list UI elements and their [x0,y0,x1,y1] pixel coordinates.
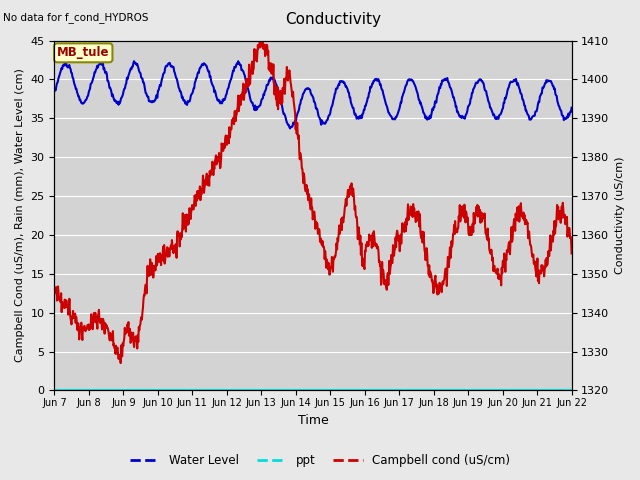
Text: No data for f_cond_HYDROS: No data for f_cond_HYDROS [3,12,148,23]
Legend: Water Level, ppt, Campbell cond (uS/cm): Water Level, ppt, Campbell cond (uS/cm) [125,449,515,472]
Text: Conductivity: Conductivity [285,12,381,27]
Y-axis label: Conductivity (uS/cm): Conductivity (uS/cm) [615,157,625,274]
Y-axis label: Campbell Cond (uS/m), Rain (mm), Water Level (cm): Campbell Cond (uS/m), Rain (mm), Water L… [15,69,25,362]
X-axis label: Time: Time [298,414,328,427]
Text: MB_tule: MB_tule [57,47,109,60]
